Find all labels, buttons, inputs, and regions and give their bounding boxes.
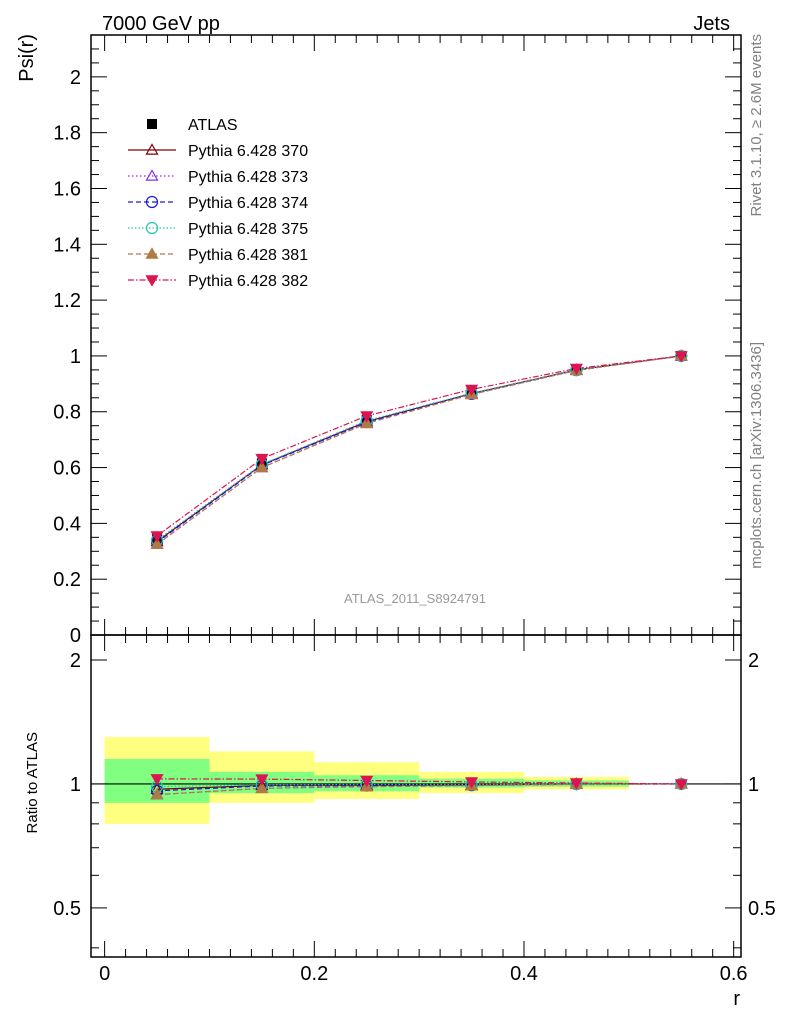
legend-entry-0: Pythia 6.428 370 [128,143,308,160]
axis-ticks [91,34,741,957]
series-5-ratio-point-5 [674,779,688,791]
legend-marker-5 [145,275,159,287]
series-4-point-1 [255,460,269,473]
ratio-y-tick-label: 0.5 [53,898,81,920]
ratio-y-tick-label-right: 2 [748,650,759,672]
series-line-ratio-5 [157,778,682,785]
series-4-ratio-point-1 [255,781,269,794]
legend-marker-4 [145,247,159,259]
legend-entry-5: Pythia 6.428 382 [128,273,308,290]
top-y-tick-label: 1.6 [53,178,81,200]
series-5-point-1 [255,453,269,466]
legend-entry-4: Pythia 6.428 381 [128,247,308,264]
series-5-point-2 [360,411,374,423]
series-line-top-4 [156,355,682,545]
series-4-point-0 [150,537,164,550]
x-tick-label: 0.4 [510,963,538,985]
series-5-ratio-point-1 [255,774,269,786]
x-axis-label: r [733,988,740,1010]
top-y-tick-label: 0.8 [53,402,81,424]
series-line-top-0 [156,355,682,542]
legend-marker-2 [145,195,159,209]
rivet-label: Rivet 3.1.10, ≥ 2.6M events [748,34,765,217]
ratio-y-tick-label: 2 [70,650,81,672]
legend-marker-1 [145,169,159,181]
tick-labels: 0 0.2 0.4 0.6 0 0.2 0.4 0.6 0.8 1 1.2 1.4 1.6 1.8 2 0.5… [53,67,776,985]
series-line-top-1 [156,355,682,545]
x-tick-label: 0.2 [300,963,328,985]
series-line-top-3 [156,355,682,541]
series-5-point-4 [569,363,583,376]
top-y-tick-label: 0.6 [53,458,81,480]
legend-entry-2: Pythia 6.428 374 [128,195,308,212]
uncertainty-bands [91,737,741,824]
top-y-tick-label: 1.4 [53,234,81,256]
header-right: Jets [693,13,730,35]
plot-frames [90,34,742,958]
series-5-ratio-point-4 [569,778,583,790]
legend-label-4: Pythia 6.428 381 [188,247,308,264]
legend-label-1: Pythia 6.428 373 [188,169,308,186]
top-y-tick-label: 1 [70,346,81,368]
legend-label-2: Pythia 6.428 374 [188,195,308,212]
top-y-tick-label: 0.2 [53,569,81,591]
top-y-tick-label: 1.2 [53,290,81,312]
top-y-axis-label: Psi(r) [16,34,38,82]
series-4-point-2 [360,416,374,429]
top-y-tick-label: 0.4 [53,513,81,535]
ratio-panel-frame [90,634,742,958]
legend-label-0: Pythia 6.428 370 [188,143,308,160]
x-tick-label: 0.6 [720,963,748,985]
x-tick-label: 0 [99,963,110,985]
legend-marker-0 [145,143,159,155]
series-lines [156,355,682,796]
header-left: 7000 GeV pp [102,13,220,35]
series-5-ratio-point-2 [360,775,374,788]
series-line-ratio-2 [157,783,682,792]
top-y-tick-label: 2 [70,67,81,89]
series-5-point-0 [150,531,164,543]
ratio-y-tick-label-right: 0.5 [748,898,776,920]
series-5-point-3 [465,384,479,397]
series-5-ratio-point-3 [465,777,479,789]
series-5-ratio-point-0 [150,774,164,786]
top-y-tick-label: 0 [70,625,81,647]
series-4-ratio-point-0 [150,787,164,800]
mcplots-label: mcplots.cern.ch [arXiv:1306.3436] [748,342,765,569]
legend-marker-3 [145,221,159,235]
legend-entry-1: Pythia 6.428 373 [128,169,308,186]
legend-label-3: Pythia 6.428 375 [188,221,308,238]
ratio-y-axis-label: Ratio to ATLAS [24,732,41,833]
ratio-y-tick-label-right: 1 [748,774,759,796]
top-y-tick-label: 1.8 [53,123,81,145]
legend-label-5: Pythia 6.428 382 [188,273,308,290]
legend-marker-data [147,119,157,129]
legend-entry-3: Pythia 6.428 375 [128,221,308,238]
series-line-top-5 [156,355,682,537]
series-line-top-2 [156,355,682,543]
legend: ATLAS Pythia 6.428 370 Pythia 6.428 373 Pyt… [128,117,308,290]
series-5-point-5 [674,351,688,363]
legend-label-data: ATLAS [188,117,238,134]
analysis-watermark: ATLAS_2011_S8924791 [344,591,486,606]
series-markers [150,349,688,800]
ratio-y-tick-label: 1 [70,774,81,796]
legend-entry-data: ATLAS [147,117,238,134]
